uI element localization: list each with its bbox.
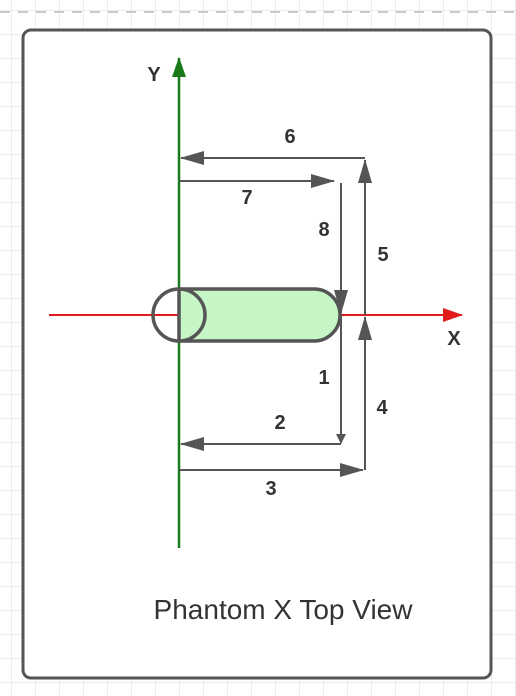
movement-label-3: 3: [265, 478, 276, 500]
movement-label-4: 4: [376, 397, 388, 419]
movement-label-7: 7: [241, 187, 252, 209]
x-axis-label: X: [447, 328, 461, 350]
movement-label-6: 6: [284, 126, 295, 148]
movement-label-5: 5: [377, 244, 388, 266]
diagram-title: Phantom X Top View: [154, 594, 414, 625]
movement-label-1: 1: [318, 367, 329, 389]
y-axis-label: Y: [147, 64, 161, 86]
movement-label-8: 8: [318, 219, 329, 241]
phantom-body: [177, 287, 342, 343]
phantom-cylinder: [151, 287, 342, 343]
movement-label-2: 2: [274, 412, 285, 434]
diagram-frame: [21, 28, 493, 680]
phantom-end-cap: [151, 287, 207, 343]
